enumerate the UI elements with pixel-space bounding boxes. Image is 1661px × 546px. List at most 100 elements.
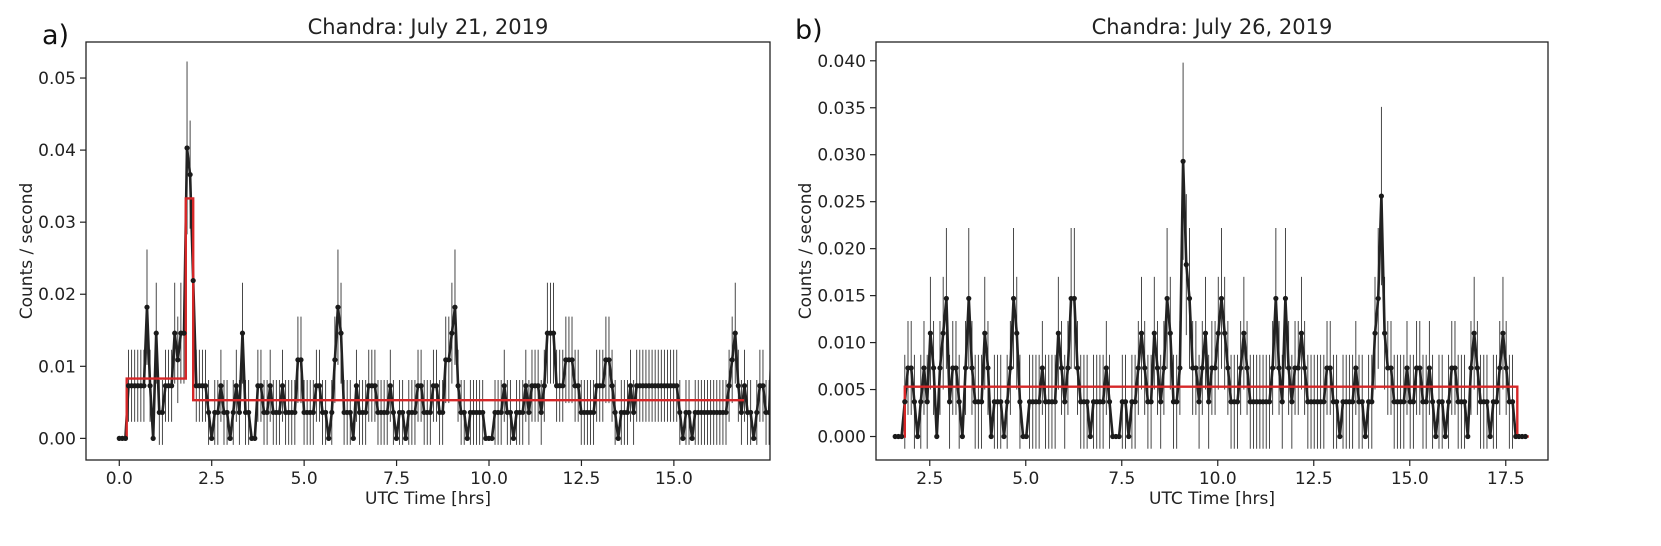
data-point xyxy=(785,410,790,415)
data-point xyxy=(726,383,732,389)
data-point xyxy=(326,435,332,441)
data-point xyxy=(1142,365,1148,371)
data-point xyxy=(985,365,991,371)
data-point xyxy=(350,435,356,441)
data-point xyxy=(1465,433,1471,440)
data-point xyxy=(741,383,748,389)
data-point xyxy=(760,383,766,389)
data-point xyxy=(884,410,889,415)
data-point xyxy=(393,435,400,441)
data-point xyxy=(908,305,913,310)
data-point xyxy=(1359,399,1365,405)
data-point xyxy=(538,409,544,416)
data-point xyxy=(1327,365,1333,371)
data-point xyxy=(898,433,905,440)
data-point xyxy=(1286,365,1292,371)
x-tick-label: 0.0 xyxy=(106,469,133,489)
data-point xyxy=(978,399,985,405)
data-point xyxy=(1238,365,1244,371)
data-point xyxy=(446,357,452,363)
y-tick-label: 0.03 xyxy=(38,213,76,233)
data-point xyxy=(224,409,230,416)
data-point xyxy=(1266,399,1273,405)
data-point xyxy=(329,409,335,416)
data-point xyxy=(840,357,845,362)
data-point xyxy=(159,409,165,416)
data-point xyxy=(1468,365,1474,371)
data-point xyxy=(877,410,882,415)
data-point xyxy=(1273,295,1279,302)
data-point xyxy=(1484,399,1490,405)
data-point xyxy=(911,331,916,336)
data-point xyxy=(1334,399,1340,405)
data-point xyxy=(218,383,224,389)
data-point xyxy=(338,330,344,336)
data-point xyxy=(902,399,908,405)
data-point xyxy=(1164,295,1170,302)
data-point xyxy=(982,410,987,415)
data-point xyxy=(372,383,378,389)
data-point xyxy=(205,409,212,416)
data-point xyxy=(141,383,147,389)
data-point xyxy=(209,435,215,441)
data-point xyxy=(1270,365,1276,371)
light-curve-line xyxy=(895,160,1526,438)
data-point xyxy=(1362,433,1369,440)
data-point xyxy=(1148,399,1154,405)
data-point xyxy=(1471,330,1477,336)
data-point xyxy=(190,277,196,284)
data-point xyxy=(1509,399,1516,405)
data-point xyxy=(797,410,802,415)
data-point xyxy=(1212,365,1218,371)
data-point xyxy=(526,409,532,416)
data-point xyxy=(1461,399,1468,405)
data-point xyxy=(782,410,787,415)
data-point xyxy=(575,383,581,389)
data-point xyxy=(937,365,943,371)
data-point xyxy=(890,410,895,415)
chart-title: Chandra: July 26, 2019 xyxy=(1092,15,1333,39)
data-point xyxy=(615,435,621,441)
data-point xyxy=(215,409,221,416)
data-point xyxy=(276,409,283,416)
data-point xyxy=(1350,399,1356,405)
data-point xyxy=(147,383,153,389)
data-point xyxy=(686,409,692,416)
panel-label-a: a) xyxy=(42,20,70,51)
data-point xyxy=(363,409,369,416)
x-tick-label: 12.5 xyxy=(1295,469,1333,489)
data-point xyxy=(187,172,193,178)
y-axis-label: Counts / second xyxy=(796,183,816,320)
data-point xyxy=(403,435,409,441)
data-point xyxy=(239,330,246,336)
data-point xyxy=(1404,365,1410,371)
data-point xyxy=(865,357,870,362)
data-point xyxy=(969,365,975,371)
y-axis-label: Counts / second xyxy=(17,183,37,320)
data-point xyxy=(461,409,467,416)
data-point xyxy=(788,410,793,415)
data-point xyxy=(1423,399,1429,405)
data-point xyxy=(959,433,965,440)
data-point xyxy=(1174,399,1180,405)
data-point xyxy=(1023,433,1029,440)
data-point xyxy=(510,435,517,441)
data-point xyxy=(822,410,827,415)
data-point xyxy=(1135,365,1141,371)
data-point xyxy=(791,383,796,388)
y-tick-label: 0.015 xyxy=(817,287,866,307)
x-tick-label: 10.0 xyxy=(1199,469,1237,489)
data-point xyxy=(1058,365,1065,371)
x-tick-label: 15.0 xyxy=(655,469,693,489)
data-point xyxy=(427,409,433,416)
data-point xyxy=(520,409,526,416)
data-point xyxy=(449,330,455,336)
data-point xyxy=(400,409,406,416)
data-point xyxy=(735,383,741,389)
data-point xyxy=(982,330,988,336)
data-point xyxy=(1100,399,1106,405)
data-point xyxy=(252,435,258,441)
y-tick-label: 0.040 xyxy=(817,52,866,72)
plot-frame xyxy=(875,41,1549,461)
